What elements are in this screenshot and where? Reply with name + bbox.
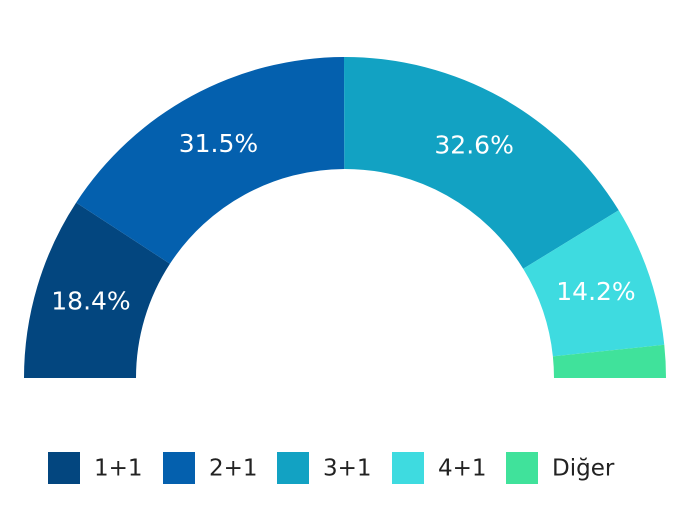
legend-label: 3+1: [323, 456, 372, 482]
legend-label: 2+1: [209, 456, 258, 482]
legend-label: Diğer: [552, 456, 615, 482]
data-label: 31.5%: [179, 129, 258, 158]
legend-swatch: [277, 452, 309, 484]
data-label: 32.6%: [434, 131, 513, 160]
legend-swatch: [506, 452, 538, 484]
legend-swatch: [48, 452, 80, 484]
segment: [24, 202, 170, 378]
segment: [552, 344, 666, 378]
data-label: 18.4%: [51, 286, 130, 315]
segment: [343, 57, 619, 269]
legend-label: 1+1: [94, 456, 143, 482]
segment: [76, 57, 345, 264]
legend-swatch: [163, 452, 195, 484]
data-label: 14.2%: [556, 277, 635, 306]
legend-label: 4+1: [438, 456, 487, 482]
segment: [523, 210, 665, 357]
legend-swatch: [392, 452, 424, 484]
